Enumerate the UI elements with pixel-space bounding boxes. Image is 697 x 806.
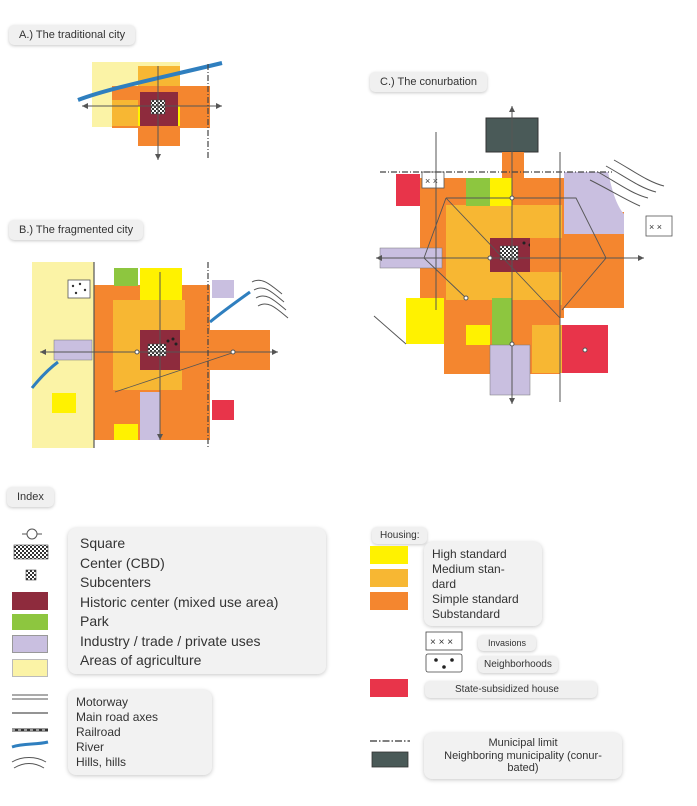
legend-river: River bbox=[76, 740, 105, 754]
industry-swatch bbox=[12, 635, 48, 653]
housing-box: High standard Medium stan- dard Simple s… bbox=[424, 542, 542, 626]
legend-subcenters: Subcenters bbox=[80, 574, 151, 590]
svg-text:× ×: × × bbox=[425, 176, 438, 186]
legend-agriculture: Areas of agriculture bbox=[80, 652, 202, 668]
legend-railroad: Railroad bbox=[76, 725, 121, 739]
housing-medium-cont: dard bbox=[432, 577, 457, 591]
agriculture-swatch bbox=[12, 659, 48, 677]
hills-symbol-icon bbox=[11, 757, 47, 769]
legend-hills: Hills, hills bbox=[76, 755, 127, 769]
neighboring-label-2: bated) bbox=[507, 762, 539, 774]
cbd-symbol-icon bbox=[13, 544, 49, 560]
subcenter-symbol-icon bbox=[25, 569, 37, 581]
panel-b-title: B.) The fragmented city bbox=[9, 220, 144, 240]
neighboring-label-1: Neighboring municipality (conur- bbox=[444, 749, 602, 762]
legend-lines-box: Motorway Main road axes Railroad River H… bbox=[68, 690, 212, 775]
municipal-box: Municipal limit Neighboring municipality… bbox=[424, 733, 622, 779]
neighboring-municipality-swatch bbox=[371, 751, 409, 768]
housing-title: Housing: bbox=[372, 527, 428, 544]
simple-standard-swatch bbox=[370, 592, 408, 610]
neighborhoods-label: Neighborhoods bbox=[478, 656, 558, 673]
legend-historic-center: Historic center (mixed use area) bbox=[80, 593, 279, 610]
motorway-symbol-icon bbox=[12, 694, 48, 700]
high-standard-swatch bbox=[370, 546, 408, 564]
neighborhoods-symbol-icon bbox=[425, 653, 463, 673]
legend-motorway: Motorway bbox=[76, 695, 129, 709]
invasions-label: Invasions bbox=[478, 635, 537, 651]
city-models-diagram: × × × × bbox=[30, 61, 673, 448]
municipal-limit-label: Municipal limit bbox=[488, 737, 558, 749]
conurbation-map: × × × × bbox=[373, 106, 673, 404]
legend-main-road: Main road axes bbox=[76, 710, 159, 724]
housing-simple: Simple standard bbox=[432, 592, 519, 606]
legend-square: Square bbox=[80, 535, 126, 551]
panel-c-title: C.) The conurbation bbox=[370, 72, 488, 92]
svg-text:× ×: × × bbox=[649, 222, 662, 232]
traditional-city-map bbox=[77, 61, 223, 160]
panel-a-title: A.) The traditional city bbox=[9, 25, 136, 45]
legend-industry: Industry / trade / private uses bbox=[80, 632, 261, 649]
fragmented-city-map bbox=[30, 262, 289, 448]
invasions-symbol-icon: × × × bbox=[425, 631, 463, 651]
legend-park: Park bbox=[80, 613, 109, 629]
index-title: Index bbox=[7, 487, 54, 507]
svg-text:× × ×: × × × bbox=[430, 637, 453, 648]
state-subsidized-swatch bbox=[370, 679, 408, 697]
square-symbol-icon bbox=[22, 528, 42, 540]
housing-medium: Medium stan- bbox=[432, 562, 505, 576]
medium-standard-swatch bbox=[370, 569, 408, 587]
river-symbol-icon bbox=[11, 740, 49, 749]
housing-substandard: Substandard bbox=[432, 607, 501, 621]
legend-main-box: Square Center (CBD) Subcenters Historic … bbox=[68, 528, 326, 674]
state-subsidized-label: State-subsidized house bbox=[425, 681, 597, 698]
historic-center-swatch bbox=[12, 592, 48, 610]
legend-cbd: Center (CBD) bbox=[80, 554, 165, 571]
park-swatch bbox=[12, 614, 48, 630]
housing-high: High standard bbox=[432, 547, 507, 561]
